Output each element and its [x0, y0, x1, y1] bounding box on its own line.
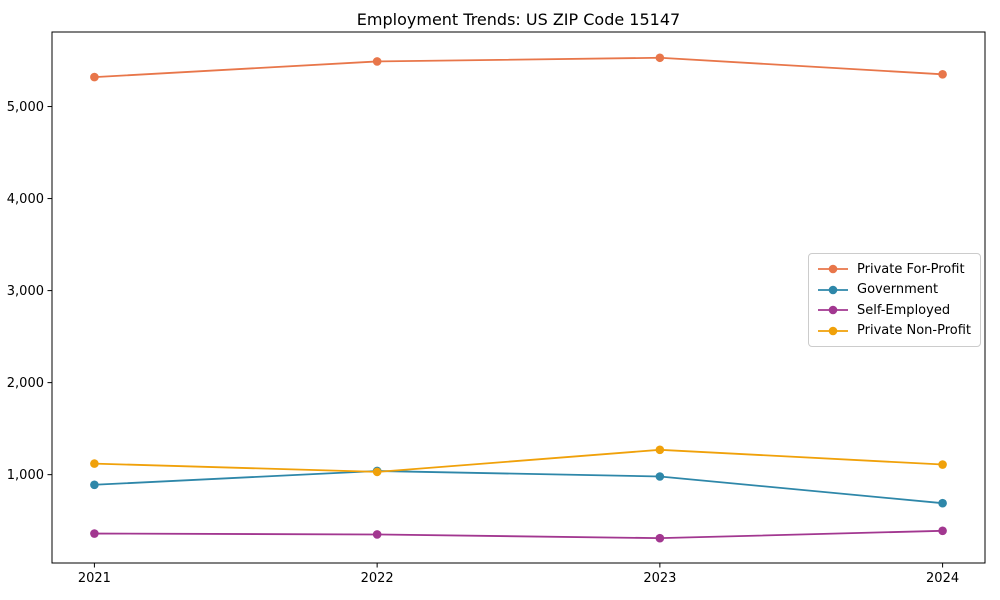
- data-point-self-employed: [655, 533, 665, 543]
- y-tick-label: 4,000: [7, 192, 44, 207]
- x-tick-label: 2024: [926, 571, 959, 586]
- chart-title: Employment Trends: US ZIP Code 15147: [356, 10, 681, 29]
- data-point-private-non-profit: [90, 459, 99, 468]
- y-tick-label: 1,000: [7, 468, 44, 483]
- data-point-government: [655, 472, 665, 481]
- legend-item-private-non-profit: Private Non-Profit: [817, 324, 971, 337]
- x-tick-label: 2021: [78, 571, 111, 586]
- data-point-government: [938, 498, 947, 508]
- y-tick-label: 3,000: [7, 284, 44, 299]
- series-line-private-for-profit: [94, 56, 943, 78]
- legend-label: Self-Employed: [857, 302, 951, 318]
- data-point-private-non-profit: [655, 445, 665, 455]
- legend-item-government: Government: [817, 283, 971, 296]
- series-line-government: [94, 470, 943, 505]
- legend-item-self-employed: Self-Employed: [817, 304, 971, 317]
- series-line-self-employed: [94, 529, 943, 540]
- data-point-self-employed: [372, 530, 382, 539]
- legend-label: Private For-Profit: [857, 261, 965, 277]
- plot-border: [51, 31, 986, 564]
- legend-marker-private-non-profit: [818, 326, 849, 336]
- y-tick-label: 5,000: [7, 100, 44, 115]
- data-point-government: [90, 480, 99, 490]
- legend-label: Private Non-Profit: [857, 323, 971, 339]
- legend-marker-self-employed: [818, 305, 849, 315]
- data-point-private-for-profit: [655, 53, 665, 63]
- legend-marker-government: [818, 285, 849, 295]
- data-point-private-for-profit: [938, 70, 947, 79]
- data-point-private-non-profit: [938, 460, 947, 469]
- data-point-self-employed: [90, 529, 99, 538]
- x-tick-label: 2023: [643, 571, 676, 586]
- x-tick-label: 2022: [361, 571, 394, 586]
- data-point-private-for-profit: [90, 72, 99, 82]
- y-tick-label: 2,000: [7, 376, 44, 391]
- legend-item-private-for-profit: Private For-Profit: [817, 263, 971, 276]
- legend-label: Government: [857, 282, 939, 298]
- data-point-private-for-profit: [372, 57, 382, 66]
- data-point-private-non-profit: [372, 467, 382, 477]
- legend-marker-private-for-profit: [818, 264, 849, 274]
- series-line-private-non-profit: [94, 448, 943, 473]
- data-point-self-employed: [938, 526, 947, 536]
- legend: Private For-Profit Government Self-Employe…: [808, 253, 981, 347]
